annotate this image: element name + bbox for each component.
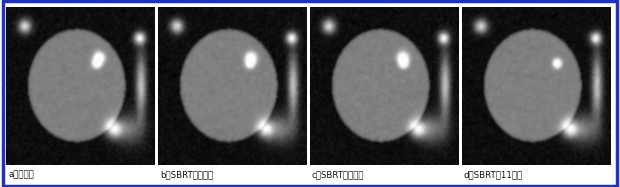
Text: b：SBRT後２か月: b：SBRT後２か月 — [160, 170, 213, 179]
Text: a：治療前: a：治療前 — [8, 170, 34, 179]
Text: d：SBRT後11か月: d：SBRT後11か月 — [464, 170, 523, 179]
Text: c：SBRT後６か月: c：SBRT後６か月 — [312, 170, 365, 179]
